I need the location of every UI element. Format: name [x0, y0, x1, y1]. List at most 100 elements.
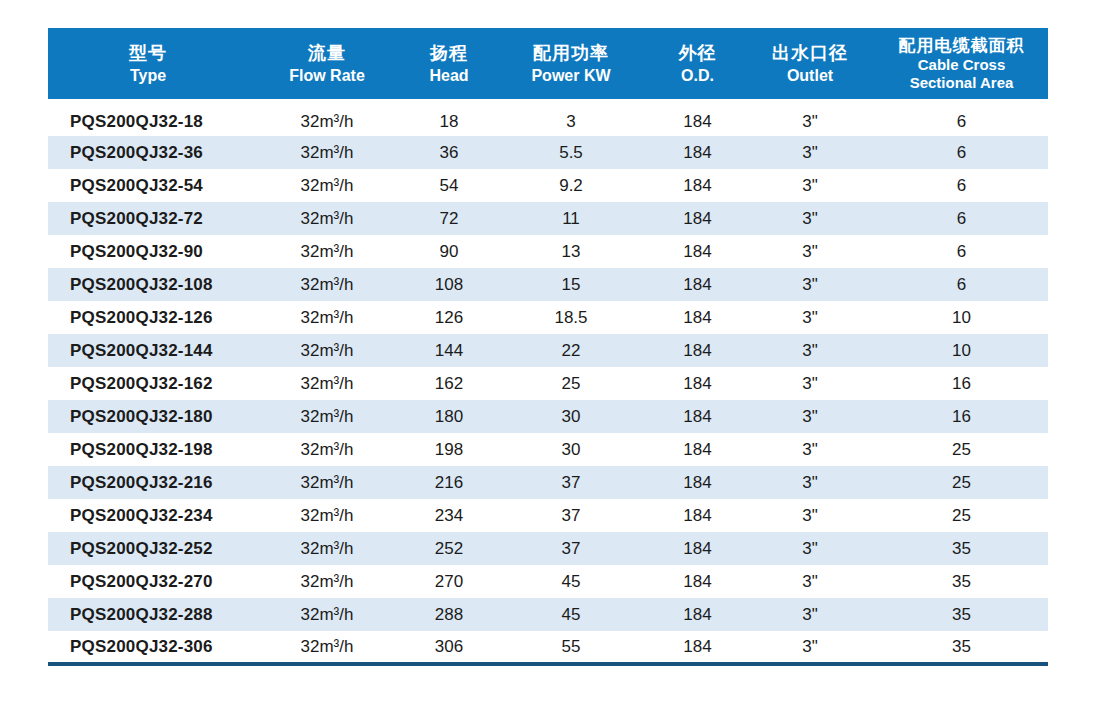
value-cell: 32m³/h — [248, 169, 406, 202]
col-header-cable-zh: 配用电缆截面积 — [879, 35, 1044, 56]
value-cell: 144 — [406, 334, 492, 367]
col-header-power-zh: 配用功率 — [496, 41, 646, 65]
value-cell: 184 — [650, 400, 745, 433]
value-cell: 3" — [745, 334, 875, 367]
model-cell: PQS200QJ32-72 — [48, 202, 248, 235]
col-header-power: 配用功率 Power KW — [492, 28, 650, 103]
value-cell: 3 — [492, 103, 650, 136]
col-header-flow-rate-en: Flow Rate — [252, 65, 402, 86]
value-cell: 32m³/h — [248, 103, 406, 136]
table-row: PQS200QJ32-5432m³/h549.21843"6 — [48, 169, 1048, 202]
value-cell: 35 — [875, 565, 1048, 598]
col-header-head-en: Head — [410, 65, 488, 86]
model-cell: PQS200QJ32-180 — [48, 400, 248, 433]
col-header-flow-rate: 流量 Flow Rate — [248, 28, 406, 103]
value-cell: 32m³/h — [248, 301, 406, 334]
value-cell: 32m³/h — [248, 268, 406, 301]
value-cell: 3" — [745, 433, 875, 466]
value-cell: 184 — [650, 301, 745, 334]
value-cell: 184 — [650, 268, 745, 301]
model-cell: PQS200QJ32-36 — [48, 136, 248, 169]
value-cell: 3" — [745, 532, 875, 565]
table-row: PQS200QJ32-30632m³/h306551843"35 — [48, 631, 1048, 664]
table-row: PQS200QJ32-14432m³/h144221843"10 — [48, 334, 1048, 367]
model-cell: PQS200QJ32-144 — [48, 334, 248, 367]
table-body: PQS200QJ32-1832m³/h1831843"6PQS200QJ32-3… — [48, 103, 1048, 664]
value-cell: 18 — [406, 103, 492, 136]
value-cell: 184 — [650, 565, 745, 598]
value-cell: 32m³/h — [248, 532, 406, 565]
value-cell: 184 — [650, 433, 745, 466]
table-row: PQS200QJ32-3632m³/h365.51843"6 — [48, 136, 1048, 169]
value-cell: 32m³/h — [248, 433, 406, 466]
col-header-outlet: 出水口径 Outlet — [745, 28, 875, 103]
table-row: PQS200QJ32-1832m³/h1831843"6 — [48, 103, 1048, 136]
value-cell: 25 — [875, 466, 1048, 499]
value-cell: 25 — [492, 367, 650, 400]
value-cell: 37 — [492, 499, 650, 532]
model-cell: PQS200QJ32-126 — [48, 301, 248, 334]
value-cell: 108 — [406, 268, 492, 301]
value-cell: 35 — [875, 598, 1048, 631]
value-cell: 126 — [406, 301, 492, 334]
value-cell: 37 — [492, 466, 650, 499]
table-row: PQS200QJ32-21632m³/h216371843"25 — [48, 466, 1048, 499]
value-cell: 35 — [875, 532, 1048, 565]
value-cell: 32m³/h — [248, 334, 406, 367]
value-cell: 10 — [875, 334, 1048, 367]
value-cell: 162 — [406, 367, 492, 400]
value-cell: 11 — [492, 202, 650, 235]
value-cell: 184 — [650, 466, 745, 499]
table-row: PQS200QJ32-28832m³/h288451843"35 — [48, 598, 1048, 631]
value-cell: 184 — [650, 334, 745, 367]
model-cell: PQS200QJ32-252 — [48, 532, 248, 565]
model-cell: PQS200QJ32-288 — [48, 598, 248, 631]
value-cell: 25 — [875, 499, 1048, 532]
col-header-outlet-en: Outlet — [749, 65, 871, 86]
col-header-cable-en-line2: Sectional Area — [879, 74, 1044, 92]
value-cell: 270 — [406, 565, 492, 598]
value-cell: 45 — [492, 565, 650, 598]
col-header-od-en: O.D. — [654, 65, 741, 86]
pump-spec-page: 型号 Type 流量 Flow Rate 扬程 Head 配用功率 Power … — [0, 0, 1100, 708]
value-cell: 36 — [406, 136, 492, 169]
value-cell: 45 — [492, 598, 650, 631]
model-cell: PQS200QJ32-270 — [48, 565, 248, 598]
value-cell: 3" — [745, 169, 875, 202]
model-cell: PQS200QJ32-162 — [48, 367, 248, 400]
col-header-od: 外径 O.D. — [650, 28, 745, 103]
col-header-cable-en-line1: Cable Cross — [879, 56, 1044, 74]
model-cell: PQS200QJ32-90 — [48, 235, 248, 268]
value-cell: 184 — [650, 532, 745, 565]
value-cell: 30 — [492, 433, 650, 466]
col-header-type: 型号 Type — [48, 28, 248, 103]
col-header-flow-rate-zh: 流量 — [252, 41, 402, 65]
value-cell: 6 — [875, 268, 1048, 301]
value-cell: 252 — [406, 532, 492, 565]
table-row: PQS200QJ32-27032m³/h270451843"35 — [48, 565, 1048, 598]
value-cell: 3" — [745, 466, 875, 499]
value-cell: 3" — [745, 499, 875, 532]
value-cell: 184 — [650, 499, 745, 532]
value-cell: 35 — [875, 631, 1048, 664]
value-cell: 16 — [875, 367, 1048, 400]
value-cell: 22 — [492, 334, 650, 367]
col-header-cable: 配用电缆截面积 Cable Cross Sectional Area — [875, 28, 1048, 103]
value-cell: 37 — [492, 532, 650, 565]
table-row: PQS200QJ32-10832m³/h108151843"6 — [48, 268, 1048, 301]
table-header: 型号 Type 流量 Flow Rate 扬程 Head 配用功率 Power … — [48, 28, 1048, 103]
model-cell: PQS200QJ32-18 — [48, 103, 248, 136]
col-header-head-zh: 扬程 — [410, 41, 488, 65]
value-cell: 184 — [650, 136, 745, 169]
value-cell: 32m³/h — [248, 499, 406, 532]
value-cell: 184 — [650, 367, 745, 400]
value-cell: 3" — [745, 136, 875, 169]
value-cell: 184 — [650, 169, 745, 202]
value-cell: 25 — [875, 433, 1048, 466]
value-cell: 72 — [406, 202, 492, 235]
value-cell: 184 — [650, 598, 745, 631]
value-cell: 16 — [875, 400, 1048, 433]
value-cell: 32m³/h — [248, 631, 406, 664]
table-row: PQS200QJ32-18032m³/h180301843"16 — [48, 400, 1048, 433]
value-cell: 5.5 — [492, 136, 650, 169]
